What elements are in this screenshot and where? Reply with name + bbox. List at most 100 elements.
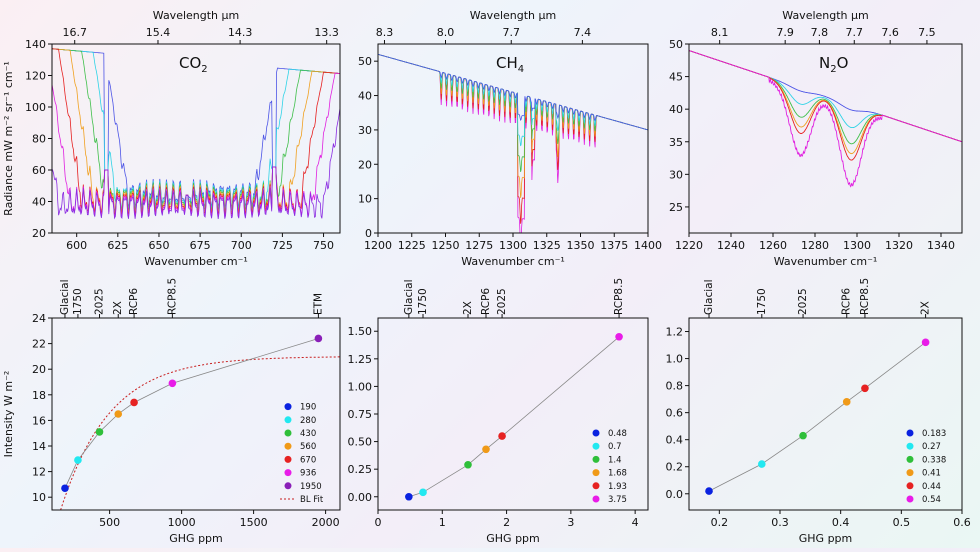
x-tick-label: 0.6 <box>953 516 971 529</box>
legend-marker <box>906 495 914 503</box>
legend-label: 0.48 <box>608 429 627 439</box>
y-tick-label: 35 <box>669 136 683 149</box>
n2o-series-5 <box>689 50 962 188</box>
top-label-2025: 2025 <box>94 288 106 315</box>
y-tick-label: 1.00 <box>348 380 373 393</box>
y-tick-label: 16 <box>32 414 46 427</box>
y-tick-label: 10 <box>358 193 372 206</box>
bl-fit-curve <box>60 356 340 510</box>
top-label-Glacial: Glacial <box>403 279 415 315</box>
legend-label: 0.44 <box>922 482 941 492</box>
data-point <box>314 334 323 343</box>
data-point <box>464 460 472 469</box>
x-tick-label: 0.3 <box>771 516 789 529</box>
co2-series-4 <box>52 48 340 216</box>
top-label-2025: 2025 <box>496 288 508 315</box>
y-tick-label: 20 <box>32 363 46 376</box>
data-point <box>799 431 807 440</box>
axes-frame-2 <box>688 43 963 234</box>
x-tick-label: 725 <box>272 239 293 252</box>
x-tick-label: 1300 <box>499 239 527 252</box>
x-tick-label: 600 <box>66 239 87 252</box>
legend-label: 936 <box>300 469 316 479</box>
legend-label: 280 <box>300 416 316 426</box>
x-tick-label: 1200 <box>364 239 392 252</box>
axes-frame-5 <box>688 317 963 511</box>
y-tick-label: 25 <box>669 201 683 214</box>
y-tick-label: 80 <box>32 133 46 146</box>
y-tick-label: 45 <box>669 71 683 84</box>
data-point <box>61 484 69 493</box>
top-label-ETM: ETM <box>312 293 324 315</box>
x-tick-label: 0 <box>375 516 382 529</box>
y-tick-label: 50 <box>358 55 372 68</box>
y-tick-label: 60 <box>32 164 46 177</box>
x-axis-label: Wavenumber cm⁻¹ <box>144 255 248 268</box>
y-tick-label: 10 <box>32 491 46 504</box>
y-tick-label: 22 <box>32 338 46 351</box>
top-label-1750: 1750 <box>417 288 429 315</box>
y-tick-label: 140 <box>25 38 46 51</box>
x-tick-label: 750 <box>313 239 334 252</box>
top-tick-label: 16.7 <box>62 26 87 39</box>
x-axis-label: Wavenumber cm⁻¹ <box>461 255 565 268</box>
x-tick-label: 1000 <box>168 516 196 529</box>
co2-series-2 <box>52 48 340 213</box>
data-point <box>498 432 506 440</box>
legend-label: 1.93 <box>608 482 627 492</box>
top-tick-label: 8.3 <box>376 26 394 39</box>
top-label-1750: 1750 <box>756 288 768 315</box>
top-axis-label: Wavelength μm <box>782 9 868 22</box>
legend-marker <box>592 495 600 503</box>
ch4-series-4 <box>378 53 648 224</box>
y-tick-label: 0.8 <box>666 380 684 393</box>
top-label-RCP8.5: RCP8.5 <box>613 278 625 315</box>
top-label-RCP8.5: RCP8.5 <box>859 278 871 315</box>
legend-label: 1950 <box>300 482 322 492</box>
top-tick-label: 15.4 <box>146 26 171 39</box>
legend-label: 0.7 <box>608 442 622 452</box>
data-point <box>615 332 623 341</box>
legend-label: 1.68 <box>608 469 627 479</box>
x-tick-label: 0.2 <box>711 516 729 529</box>
data-point <box>95 428 104 436</box>
x-tick-label: 1 <box>439 516 446 529</box>
legend-marker <box>592 482 600 490</box>
connecting-line <box>408 336 620 498</box>
top-tick-label: 7.4 <box>574 26 592 39</box>
legend-label: 430 <box>300 429 316 439</box>
axes-frame-1 <box>377 43 649 234</box>
x-tick-label: 625 <box>107 239 128 252</box>
legend-marker <box>284 442 292 450</box>
x-tick-label: 0.4 <box>832 516 850 529</box>
y-tick-label: 120 <box>25 70 46 83</box>
top-tick-label: 8.1 <box>711 26 729 39</box>
top-label-Glacial: Glacial <box>703 279 715 315</box>
x-tick-label: 0.5 <box>893 516 911 529</box>
x-tick-label: 1260 <box>759 239 787 252</box>
legend-label: 190 <box>300 403 316 413</box>
n2o-spectrum-panel: 1220 1240 1260 1280 1300 1320 1340 25 30 35 40 45 50… <box>669 9 963 268</box>
legend-label: 3.75 <box>608 495 627 505</box>
legend-marker <box>906 429 914 437</box>
top-label-RCP6: RCP6 <box>841 288 853 315</box>
top-label-2X: 2X <box>112 301 124 315</box>
y-tick-label: 0.4 <box>666 434 684 447</box>
y-tick-label: 40 <box>32 196 46 209</box>
y-tick-label: 0.6 <box>666 407 684 420</box>
y-tick-label: 0 <box>365 227 372 240</box>
y-tick-label: 0.00 <box>348 491 373 504</box>
legend-label: 0.54 <box>922 495 941 505</box>
x-axis-label: Wavenumber cm⁻¹ <box>774 255 878 268</box>
y-tick-label: 0.0 <box>666 488 684 501</box>
co2-spectrum-panel: 600 625 650 675 700 725 750 20 40 60 80 100 120 140 16… <box>2 9 341 268</box>
x-tick-label: 1320 <box>885 239 913 252</box>
data-point <box>921 338 930 347</box>
top-label-RCP6: RCP6 <box>128 288 140 315</box>
y-tick-label: 0.2 <box>666 461 684 474</box>
legend-marker <box>284 429 292 437</box>
x-tick-label: 3 <box>567 516 574 529</box>
x-tick-label: 1500 <box>240 516 268 529</box>
x-tick-label: 1240 <box>717 239 745 252</box>
top-label-2X: 2X <box>920 301 932 315</box>
